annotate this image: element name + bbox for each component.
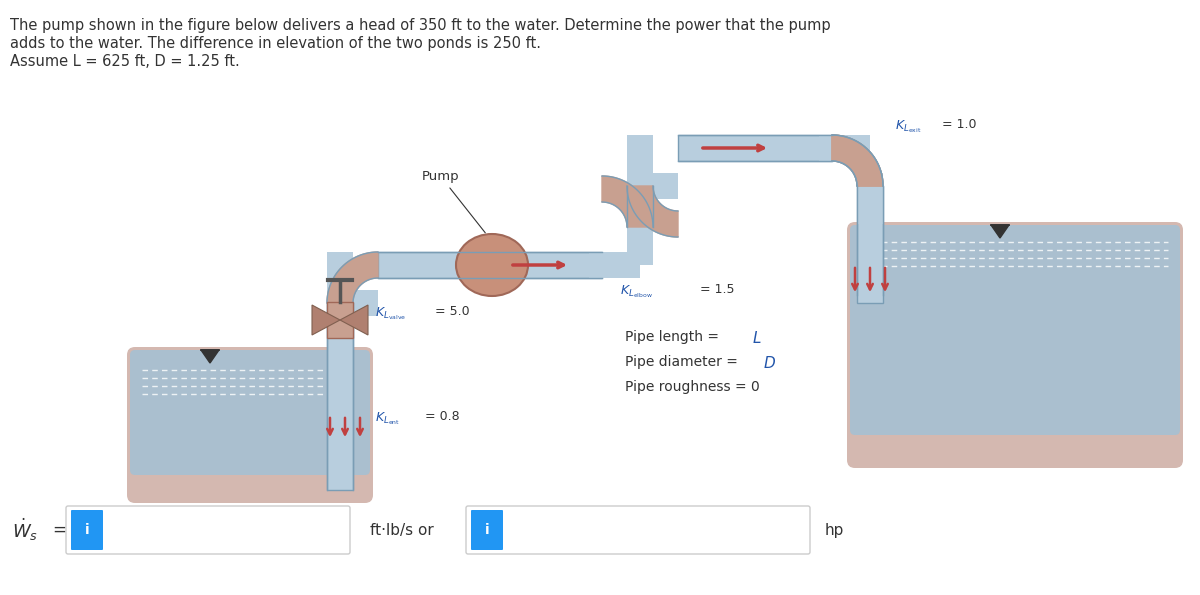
Text: = 1.5: = 1.5 bbox=[700, 283, 734, 296]
FancyBboxPatch shape bbox=[71, 510, 103, 550]
Bar bbox=[678, 135, 832, 161]
Polygon shape bbox=[340, 305, 368, 335]
FancyBboxPatch shape bbox=[466, 506, 810, 554]
Bar bbox=[589, 252, 640, 278]
Text: adds to the water. The difference in elevation of the two ponds is 250 ft.: adds to the water. The difference in ele… bbox=[10, 36, 541, 51]
Bar bbox=[378, 252, 602, 278]
Text: = 1.0: = 1.0 bbox=[942, 118, 977, 131]
Bar bbox=[628, 173, 678, 199]
FancyBboxPatch shape bbox=[847, 222, 1183, 468]
Ellipse shape bbox=[456, 234, 528, 296]
Polygon shape bbox=[991, 225, 1009, 238]
FancyBboxPatch shape bbox=[130, 350, 370, 475]
Text: Pipe length =: Pipe length = bbox=[625, 330, 724, 344]
Polygon shape bbox=[326, 252, 378, 303]
Bar bbox=[326, 290, 378, 316]
Polygon shape bbox=[832, 135, 883, 186]
Bar bbox=[326, 252, 353, 303]
Bar bbox=[857, 173, 883, 224]
Text: $K_{L_{\mathregular{elbow}}}$: $K_{L_{\mathregular{elbow}}}$ bbox=[620, 283, 653, 299]
Text: $K_{L_{\mathregular{exit}}}$: $K_{L_{\mathregular{exit}}}$ bbox=[895, 118, 922, 134]
FancyBboxPatch shape bbox=[850, 225, 1180, 435]
Text: i: i bbox=[85, 523, 89, 537]
FancyBboxPatch shape bbox=[127, 347, 373, 503]
Text: $D$: $D$ bbox=[763, 355, 776, 371]
FancyBboxPatch shape bbox=[66, 506, 350, 554]
Text: The pump shown in the figure below delivers a head of 350 ft to the water. Deter: The pump shown in the figure below deliv… bbox=[10, 18, 830, 33]
Polygon shape bbox=[628, 186, 678, 237]
FancyBboxPatch shape bbox=[470, 510, 503, 550]
Bar bbox=[628, 135, 653, 186]
Text: $K_{L_{\mathregular{ent}}}$: $K_{L_{\mathregular{ent}}}$ bbox=[374, 410, 400, 427]
Text: hp: hp bbox=[826, 522, 845, 537]
Text: = 0.8: = 0.8 bbox=[425, 410, 460, 423]
Polygon shape bbox=[202, 350, 220, 363]
Text: $L$: $L$ bbox=[752, 330, 762, 346]
Text: Assume L = 625 ft, D = 1.25 ft.: Assume L = 625 ft, D = 1.25 ft. bbox=[10, 54, 240, 69]
Bar bbox=[857, 186, 883, 303]
Text: $\dot{W}_s$: $\dot{W}_s$ bbox=[12, 517, 38, 543]
Bar bbox=[326, 302, 353, 338]
Bar bbox=[818, 135, 870, 161]
Polygon shape bbox=[832, 135, 883, 186]
Bar bbox=[326, 303, 353, 490]
Bar bbox=[628, 186, 653, 227]
Text: ft·lb/s or: ft·lb/s or bbox=[370, 522, 433, 537]
Text: i: i bbox=[485, 523, 490, 537]
Text: =: = bbox=[52, 521, 66, 539]
Text: Pipe roughness = 0: Pipe roughness = 0 bbox=[625, 380, 760, 394]
Text: = 5.0: = 5.0 bbox=[436, 305, 469, 318]
Polygon shape bbox=[312, 305, 340, 335]
Bar bbox=[628, 214, 653, 265]
Polygon shape bbox=[602, 176, 653, 227]
Text: $K_{L_{\mathregular{valve}}}$: $K_{L_{\mathregular{valve}}}$ bbox=[374, 305, 407, 321]
Text: Pipe diameter =: Pipe diameter = bbox=[625, 355, 743, 369]
Text: Pump: Pump bbox=[422, 170, 485, 233]
